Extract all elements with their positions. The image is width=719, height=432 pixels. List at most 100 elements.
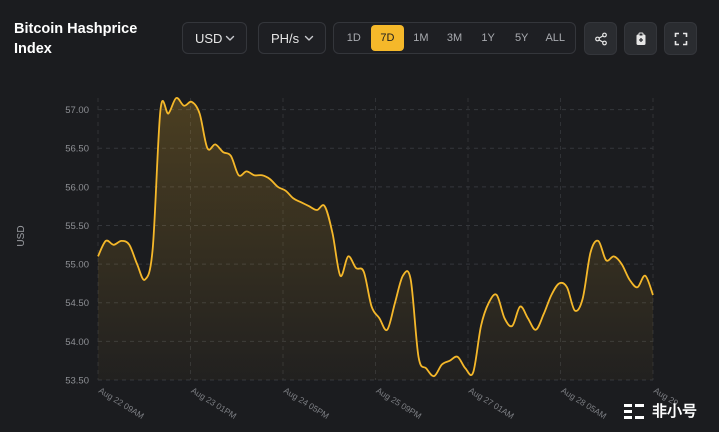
data-point xyxy=(534,328,538,332)
y-tick-label: 53.50 xyxy=(65,376,89,387)
data-point xyxy=(424,366,428,370)
fullscreen-button[interactable] xyxy=(664,22,697,55)
data-point xyxy=(565,285,569,289)
data-point xyxy=(456,355,460,359)
data-point xyxy=(276,185,280,189)
data-point xyxy=(307,204,311,208)
data-point xyxy=(479,324,483,328)
data-point xyxy=(573,309,577,313)
y-tick-label: 55.00 xyxy=(65,260,89,271)
x-tick-label: Aug 27 01AM xyxy=(467,385,516,421)
data-point xyxy=(503,316,507,320)
data-point xyxy=(377,316,381,320)
range-5y-button[interactable]: 5Y xyxy=(514,32,529,44)
data-point xyxy=(432,374,436,378)
y-tick-label: 56.50 xyxy=(65,144,89,155)
data-point xyxy=(159,108,163,112)
x-tick-label: Aug 22 09AM xyxy=(97,385,146,421)
y-tick-label: 54.50 xyxy=(65,298,89,309)
data-point xyxy=(252,173,256,177)
data-point xyxy=(205,146,209,150)
range-1y-button[interactable]: 1Y xyxy=(481,32,495,44)
range-all-button[interactable]: ALL xyxy=(545,32,566,44)
data-point xyxy=(338,274,342,278)
data-point xyxy=(518,305,522,309)
data-point xyxy=(440,363,444,367)
data-point xyxy=(635,285,639,289)
data-point xyxy=(370,305,374,309)
data-point xyxy=(291,196,295,200)
data-point xyxy=(96,254,100,258)
unit-select-value: PH/s xyxy=(271,30,300,46)
watermark-text: 非小号 xyxy=(652,403,698,420)
clipboard-icon xyxy=(636,32,645,45)
x-tick-label: Aug 25 09PM xyxy=(374,385,423,421)
y-axis-title: USD xyxy=(16,225,27,246)
watermark: 非小号 xyxy=(622,400,697,421)
data-point xyxy=(620,262,624,266)
data-point xyxy=(323,204,327,208)
chevron-down-icon xyxy=(225,35,235,41)
data-point xyxy=(393,301,397,305)
x-tick-label: Aug 28 05AM xyxy=(559,385,608,421)
data-point xyxy=(112,243,116,247)
data-point xyxy=(174,96,178,100)
data-point xyxy=(409,278,413,282)
range-1d-button[interactable]: 1D xyxy=(346,32,361,44)
data-point xyxy=(643,274,647,278)
data-point xyxy=(245,169,249,173)
y-tick-label: 54.00 xyxy=(65,337,89,348)
data-point xyxy=(628,278,632,282)
currency-select-value: USD xyxy=(195,30,223,46)
data-point xyxy=(354,266,358,270)
currency-select[interactable]: USD xyxy=(182,22,247,54)
data-point xyxy=(166,112,170,116)
price-area-fill xyxy=(98,97,653,380)
copy-button[interactable] xyxy=(624,22,657,55)
data-point xyxy=(237,173,241,177)
data-point xyxy=(182,104,186,108)
data-point xyxy=(229,154,233,158)
x-tick-label: Aug 23 01PM xyxy=(189,385,238,421)
data-point xyxy=(510,324,514,328)
range-7d-button[interactable]: 7D xyxy=(370,25,405,51)
chevron-down-icon xyxy=(304,35,314,41)
data-point xyxy=(581,297,585,301)
data-point xyxy=(151,247,155,251)
fullscreen-icon xyxy=(674,32,687,45)
unit-select[interactable]: PH/s xyxy=(258,22,326,54)
data-point xyxy=(471,370,475,374)
page-title: Bitcoin Hashprice Index xyxy=(14,21,138,57)
range-3m-button[interactable]: 3M xyxy=(446,32,463,44)
x-tick-label: Aug 24 05PM xyxy=(282,385,331,421)
data-point xyxy=(651,293,655,297)
range-1m-button[interactable]: 1M xyxy=(413,32,429,44)
y-tick-label: 56.00 xyxy=(65,182,89,193)
data-point xyxy=(604,258,608,262)
data-point xyxy=(190,100,194,104)
watermark-logo-icon xyxy=(624,403,644,419)
data-point xyxy=(346,254,350,258)
data-point xyxy=(487,301,491,305)
data-point xyxy=(120,239,124,243)
data-point xyxy=(143,278,147,282)
data-point xyxy=(127,243,131,247)
data-point xyxy=(331,231,335,235)
data-point xyxy=(542,312,546,316)
data-point xyxy=(284,189,288,193)
data-point xyxy=(362,270,366,274)
price-line xyxy=(97,97,654,378)
share-icon xyxy=(594,32,607,45)
share-button[interactable] xyxy=(584,22,617,55)
data-point xyxy=(268,177,272,181)
data-point xyxy=(135,262,139,266)
data-point xyxy=(315,208,319,212)
data-point xyxy=(557,281,561,285)
data-point xyxy=(596,239,600,243)
y-tick-label: 57.00 xyxy=(65,105,89,116)
data-point xyxy=(589,251,593,255)
data-point xyxy=(198,112,202,116)
data-point xyxy=(385,328,389,332)
data-point xyxy=(417,355,421,359)
